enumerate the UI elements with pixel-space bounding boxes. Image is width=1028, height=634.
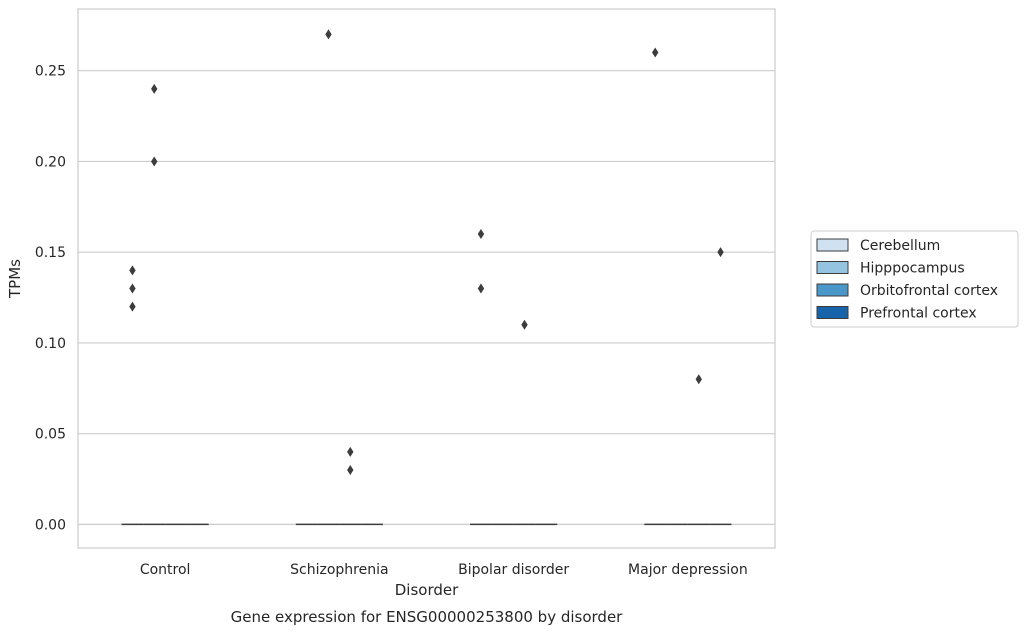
y-tick-label: 0.25 bbox=[35, 64, 66, 80]
outlier-point bbox=[151, 156, 158, 167]
legend-label: Cerebellum bbox=[860, 238, 940, 254]
outlier-point bbox=[129, 265, 136, 276]
legend-box bbox=[810, 230, 1019, 328]
outlier-point bbox=[477, 283, 485, 294]
outlier-point bbox=[347, 446, 354, 457]
y-tick-label: 0.15 bbox=[35, 245, 66, 261]
plot-area-frame bbox=[77, 8, 776, 549]
y-tick-label: 0.20 bbox=[35, 154, 66, 170]
x-axis-label: Disorder bbox=[395, 581, 459, 599]
outlier-point bbox=[325, 29, 332, 40]
legend-swatch bbox=[816, 238, 849, 252]
outlier-point bbox=[129, 283, 136, 294]
y-axis-label: TPMs bbox=[6, 259, 24, 299]
outlier-point bbox=[695, 374, 702, 385]
x-tick-label: Major depression bbox=[628, 562, 748, 578]
legend-swatch bbox=[816, 261, 849, 274]
legend-label: Hipppocampus bbox=[860, 261, 965, 277]
outlier-point bbox=[717, 247, 724, 258]
x-tick-label: Bipolar disorder bbox=[458, 562, 569, 578]
y-axis-ticks: 0.00 0.05 0.10 0.15 0.20 0.25 bbox=[35, 64, 66, 534]
legend-label: Prefrontal cortex bbox=[860, 306, 977, 322]
outlier-point bbox=[347, 464, 354, 475]
x-tick-label: Schizophrenia bbox=[290, 562, 388, 578]
x-axis-ticks: Control Schizophrenia Bipolar disorder Majo… bbox=[140, 562, 748, 578]
outlier-point bbox=[652, 47, 659, 58]
legend-swatch bbox=[816, 306, 849, 319]
outlier-point bbox=[129, 301, 136, 312]
y-tick-label: 0.10 bbox=[35, 336, 66, 352]
outlier-point bbox=[151, 83, 158, 94]
grid-lines bbox=[78, 70, 775, 526]
outlier-points bbox=[129, 29, 724, 475]
legend: Cerebellum Hipppocampus Orbitofrontal cort… bbox=[810, 230, 1019, 328]
outlier-point bbox=[477, 229, 485, 240]
x-tick-label: Control bbox=[140, 562, 191, 578]
chart-title: Gene expression for ENSG00000253800 by d… bbox=[231, 608, 624, 626]
y-tick-label: 0.00 bbox=[35, 517, 66, 533]
legend-label: Orbitofrontal cortex bbox=[860, 283, 998, 299]
outlier-point bbox=[521, 319, 528, 330]
y-tick-label: 0.05 bbox=[35, 427, 66, 443]
legend-swatch bbox=[816, 283, 849, 297]
